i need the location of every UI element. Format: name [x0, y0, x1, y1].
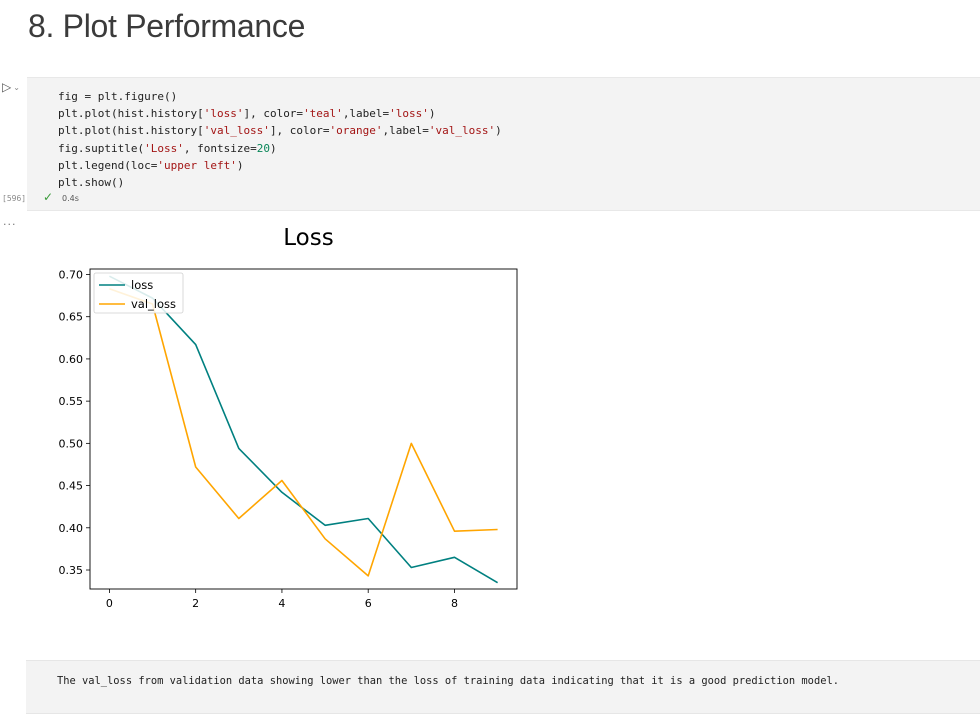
legend-label-val-loss: val_loss — [131, 297, 176, 311]
section-heading: 8. Plot Performance — [28, 8, 306, 44]
markdown-cell[interactable]: The val_loss from validation data showin… — [26, 660, 980, 714]
x-tick-label: 4 — [278, 597, 285, 610]
play-icon: ▷ — [2, 80, 12, 94]
y-tick-label: 0.65 — [59, 311, 84, 324]
series-line-loss — [109, 275, 499, 584]
code-line: plt.plot(hist.history['val_loss'], color… — [58, 124, 502, 138]
plot-area-frame — [89, 268, 518, 590]
loss-chart: Loss 0.35 0.40 0.45 0.50 0.55 0.60 0.65 0.70 0 2 4 6… — [59, 225, 518, 610]
y-tick-label: 0.35 — [59, 564, 84, 577]
x-tick-label: 6 — [365, 597, 372, 610]
legend-box — [93, 272, 184, 314]
check-icon: ✓ — [43, 190, 54, 204]
execution-count: [596] — [2, 194, 27, 203]
execution-duration: 0.4s — [62, 194, 79, 203]
y-tick-label: 0.40 — [59, 522, 84, 535]
chart-title: Loss — [283, 225, 333, 251]
y-tick-label: 0.45 — [59, 480, 84, 493]
x-tick-label: 0 — [106, 597, 113, 610]
x-tick-label: 2 — [192, 597, 199, 610]
output-menu-button[interactable]: ... — [3, 215, 17, 228]
code-line: plt.show() — [58, 175, 125, 189]
run-cell-button[interactable]: ▷ ⌄ — [2, 80, 20, 94]
y-tick-label: 0.70 — [59, 268, 84, 281]
legend-label-loss: loss — [131, 278, 153, 292]
code-line: plt.plot(hist.history['loss'], color='te… — [58, 107, 436, 121]
code-editor[interactable]: fig = plt.figure() plt.plot(hist.history[… — [58, 88, 502, 191]
code-cell[interactable]: fig = plt.figure() plt.plot(hist.history[… — [27, 77, 980, 211]
code-line: plt.legend(loc='upper left') — [58, 158, 244, 172]
x-tick-label: 8 — [451, 597, 458, 610]
y-tick-label: 0.60 — [59, 353, 84, 366]
y-tick-label: 0.50 — [59, 437, 84, 450]
chevron-down-icon: ⌄ — [13, 82, 20, 92]
code-line: fig.suptitle('Loss', fontsize=20) — [58, 141, 277, 155]
y-tick-label: 0.55 — [59, 395, 84, 408]
markdown-text: The val_loss from validation data showin… — [57, 675, 839, 687]
series-line-val-loss — [109, 288, 498, 577]
code-line: fig = plt.figure() — [58, 90, 178, 103]
